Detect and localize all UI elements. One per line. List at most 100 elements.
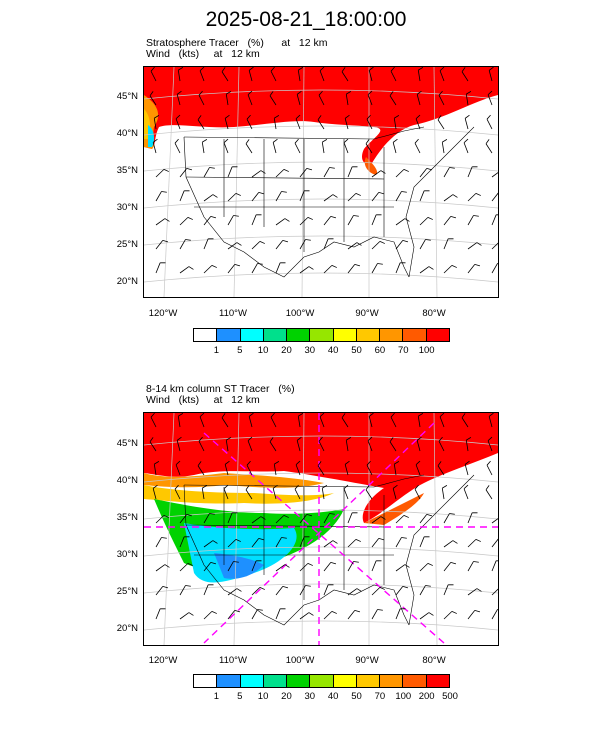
wind-barb xyxy=(155,191,167,202)
wind-barb xyxy=(251,609,263,620)
wind-barb xyxy=(155,239,169,250)
wind-barb xyxy=(323,215,337,226)
panel2-tracer-blue xyxy=(214,553,264,579)
wind-barb xyxy=(174,138,181,154)
wind-barb xyxy=(347,263,361,274)
wind-barb xyxy=(299,562,313,572)
wind-barb xyxy=(299,612,314,620)
wind-barb xyxy=(371,537,385,548)
panel1-lat-25: 25°N xyxy=(116,239,138,250)
wind-barb xyxy=(491,538,498,548)
wind-barb xyxy=(491,192,498,202)
colorbar-swatch xyxy=(403,675,427,687)
wind-barb xyxy=(467,215,479,226)
panel2-lat-20: 20°N xyxy=(116,623,138,634)
wind-barb xyxy=(248,413,254,428)
wind-barb xyxy=(347,215,359,226)
wind-barb xyxy=(395,514,409,524)
wind-barb xyxy=(343,484,349,500)
panel1-map-svg xyxy=(144,67,498,297)
wind-barb xyxy=(486,114,493,130)
wind-barb xyxy=(368,413,374,428)
wind-barb xyxy=(179,562,193,572)
wind-barb xyxy=(323,264,337,274)
colorbar-swatch xyxy=(194,675,218,687)
wind-barb xyxy=(297,67,304,82)
wind-barb xyxy=(343,138,349,154)
wind-barb xyxy=(295,460,301,476)
wind-barb xyxy=(371,191,385,202)
wind-barb xyxy=(491,560,498,572)
wind-barb xyxy=(251,586,265,596)
wind-barb xyxy=(247,436,253,452)
wind-barb xyxy=(419,536,430,548)
wind-barb xyxy=(441,139,448,154)
wind-barb xyxy=(201,139,208,154)
wind-barb xyxy=(419,562,433,572)
colorbar-label: 5 xyxy=(237,691,243,702)
panel1-lat-40: 40°N xyxy=(116,128,138,139)
wind-barb xyxy=(390,413,397,428)
wind-barb xyxy=(221,67,229,82)
panel1-title-line1: Stratosphere Tracer (%) at 12 km xyxy=(146,37,328,49)
wind-barb xyxy=(461,67,469,82)
wind-barb xyxy=(416,90,422,106)
wind-barb xyxy=(415,114,421,130)
colorbar-label: 50 xyxy=(351,691,362,702)
wind-barb xyxy=(395,191,407,202)
wind-barb xyxy=(149,437,157,452)
wind-barb xyxy=(275,239,289,250)
wind-barb xyxy=(223,484,229,500)
wind-barb xyxy=(491,170,498,178)
wind-barb xyxy=(371,609,383,620)
figure-title: 2025-08-21_18:00:00 xyxy=(205,8,407,31)
wind-barb xyxy=(371,170,386,178)
wind-barb xyxy=(224,460,230,476)
wind-barb xyxy=(227,166,238,178)
wind-barb xyxy=(395,564,410,572)
wind-barb xyxy=(275,564,290,572)
wind-barb xyxy=(175,460,181,476)
wind-barb xyxy=(272,484,278,500)
wind-barb xyxy=(251,537,265,548)
colorbar-label: 100 xyxy=(395,691,412,702)
wind-barb xyxy=(323,561,337,572)
wind-barb xyxy=(179,585,191,596)
wind-barb xyxy=(269,437,277,452)
wind-barb xyxy=(395,585,409,596)
panel2-tracer-tongue xyxy=(364,493,424,525)
wind-barb xyxy=(344,114,350,130)
colorbar-swatch xyxy=(287,675,311,687)
panel1-wind-barbs xyxy=(149,67,498,274)
panel1-title-line2: Wind (kts) at 12 km xyxy=(146,48,260,60)
panel1-lat-45: 45°N xyxy=(116,91,138,102)
wind-barb xyxy=(296,436,302,452)
wind-barb xyxy=(199,413,205,428)
wind-barb xyxy=(198,436,205,452)
wind-barb xyxy=(248,67,254,82)
wind-barb xyxy=(297,413,304,428)
wind-barb xyxy=(323,194,338,202)
wind-barb xyxy=(275,514,289,524)
colorbar-label: 1 xyxy=(213,691,219,702)
wind-barb xyxy=(203,561,217,572)
wind-barb xyxy=(389,91,397,106)
wind-barb xyxy=(227,242,242,250)
wind-barb xyxy=(395,537,407,548)
wind-barb xyxy=(467,242,482,250)
colorbar-swatch xyxy=(356,329,381,341)
wind-barb xyxy=(245,485,253,500)
panel1-lon-110: 110°W xyxy=(219,308,247,319)
wind-barb xyxy=(395,262,406,274)
colorbar-label: 70 xyxy=(397,345,409,356)
wind-barb xyxy=(345,91,352,106)
colorbar-label: 30 xyxy=(304,345,316,356)
wind-barb xyxy=(414,138,421,154)
wind-barb xyxy=(299,266,314,274)
wind-barb xyxy=(415,460,421,476)
wind-barb xyxy=(393,115,400,130)
wind-barb xyxy=(199,67,205,82)
wind-barb xyxy=(318,90,325,106)
panel1-tracer-edge-cyan xyxy=(148,125,155,147)
panel1-graticule xyxy=(144,67,498,297)
